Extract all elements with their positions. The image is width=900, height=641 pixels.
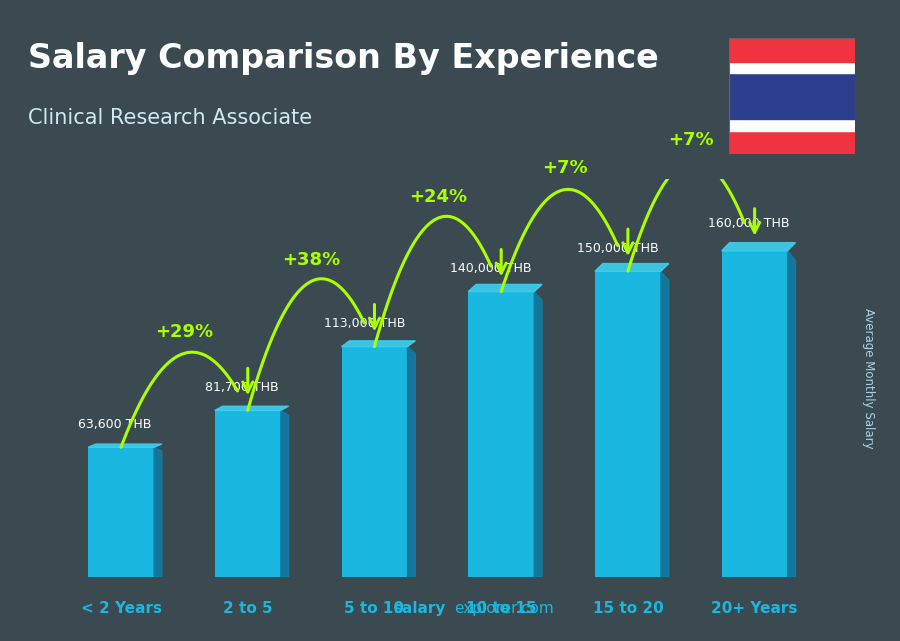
Text: +29%: +29%: [156, 323, 213, 341]
Bar: [729, 131, 855, 154]
Bar: [341, 347, 408, 577]
Text: 63,600 THB: 63,600 THB: [78, 418, 151, 431]
Bar: [722, 251, 788, 577]
Polygon shape: [788, 251, 796, 577]
Text: 20+ Years: 20+ Years: [711, 601, 797, 617]
Bar: [468, 292, 534, 577]
Text: 81,700 THB: 81,700 THB: [204, 381, 278, 394]
Text: 113,000 THB: 113,000 THB: [324, 317, 405, 330]
Polygon shape: [534, 292, 542, 577]
Polygon shape: [468, 285, 542, 292]
Text: 2 to 5: 2 to 5: [223, 601, 273, 617]
Polygon shape: [88, 444, 162, 447]
Polygon shape: [661, 271, 669, 577]
Polygon shape: [408, 347, 415, 577]
Text: 140,000 THB: 140,000 THB: [450, 262, 532, 275]
Polygon shape: [281, 410, 289, 577]
Bar: [595, 271, 661, 577]
Text: +7%: +7%: [542, 160, 588, 178]
Text: 160,000 THB: 160,000 THB: [707, 217, 789, 230]
Text: +7%: +7%: [669, 131, 714, 149]
Bar: [729, 73, 855, 119]
Polygon shape: [341, 341, 415, 347]
Polygon shape: [722, 243, 796, 251]
Text: +38%: +38%: [282, 251, 340, 269]
Text: 5 to 10: 5 to 10: [345, 601, 404, 617]
Text: 15 to 20: 15 to 20: [592, 601, 663, 617]
Bar: [729, 62, 855, 73]
Text: 150,000 THB: 150,000 THB: [577, 242, 659, 255]
Polygon shape: [154, 447, 162, 577]
Text: < 2 Years: < 2 Years: [80, 601, 161, 617]
Text: Clinical Research Associate: Clinical Research Associate: [28, 108, 312, 128]
Polygon shape: [215, 406, 289, 410]
Text: explorer.com: explorer.com: [454, 601, 554, 617]
Text: 10 to 15: 10 to 15: [466, 601, 536, 617]
Text: Salary Comparison By Experience: Salary Comparison By Experience: [28, 42, 659, 74]
Bar: [729, 38, 855, 62]
Text: +24%: +24%: [409, 188, 467, 206]
Text: salary: salary: [393, 601, 446, 617]
Polygon shape: [595, 263, 669, 271]
Bar: [215, 410, 281, 577]
Text: Average Monthly Salary: Average Monthly Salary: [862, 308, 875, 449]
Bar: [88, 447, 154, 577]
Bar: [729, 119, 855, 131]
